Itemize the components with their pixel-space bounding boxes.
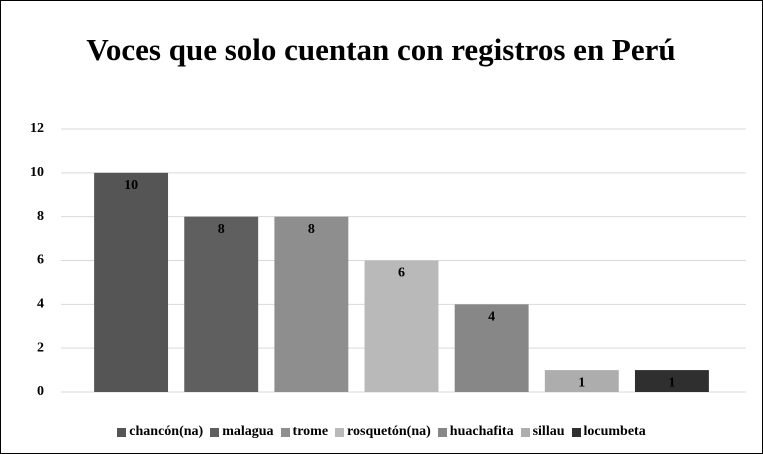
- y-tick-label: 0: [37, 384, 44, 399]
- y-tick-label: 12: [30, 121, 44, 136]
- legend-item: sillau: [520, 424, 565, 440]
- data-label: 10: [124, 178, 138, 193]
- legend-label: rosquetón(na): [347, 424, 431, 439]
- bar: [634, 370, 709, 392]
- bar: [274, 216, 349, 392]
- data-label: 4: [488, 310, 495, 325]
- legend-label: chancón(na): [129, 424, 204, 439]
- data-label: 8: [308, 222, 315, 237]
- bar: [94, 172, 169, 392]
- legend-label: locumbeta: [583, 424, 646, 439]
- bar: [544, 370, 619, 392]
- y-tick-label: 2: [37, 340, 44, 355]
- data-label: 1: [578, 375, 585, 390]
- bar: [364, 260, 439, 392]
- data-label: 1: [668, 375, 675, 390]
- data-label: 6: [398, 266, 405, 281]
- bar: [454, 304, 529, 392]
- legend-label: malagua: [222, 424, 274, 439]
- legend-swatch: [520, 427, 530, 437]
- legend: chancón(na) malagua trome rosquetón(na) huac…: [1, 424, 762, 440]
- legend-swatch: [437, 427, 447, 437]
- legend-label: huachafita: [449, 424, 514, 439]
- chart-title: Voces que solo cuentan con registros en …: [86, 32, 676, 67]
- data-label: 8: [218, 222, 225, 237]
- y-tick-label: 8: [37, 209, 44, 224]
- legend-item: rosquetón(na): [335, 424, 431, 440]
- y-tick-label: 6: [37, 253, 44, 268]
- legend-item: locumbeta: [571, 424, 646, 440]
- legend-label: trome: [292, 424, 329, 439]
- legend-swatch: [210, 427, 220, 437]
- legend-swatch: [571, 427, 581, 437]
- y-tick-label: 10: [30, 165, 44, 180]
- bar: [184, 216, 259, 392]
- legend-item: chancón(na): [117, 424, 203, 440]
- legend-swatch: [335, 427, 345, 437]
- legend-item: huachafita: [437, 424, 514, 440]
- y-tick-label: 4: [37, 297, 44, 312]
- legend-item: trome: [280, 424, 329, 440]
- legend-label: sillau: [532, 424, 565, 439]
- legend-swatch: [117, 427, 127, 437]
- legend-item: malagua: [210, 424, 274, 440]
- legend-swatch: [280, 427, 290, 437]
